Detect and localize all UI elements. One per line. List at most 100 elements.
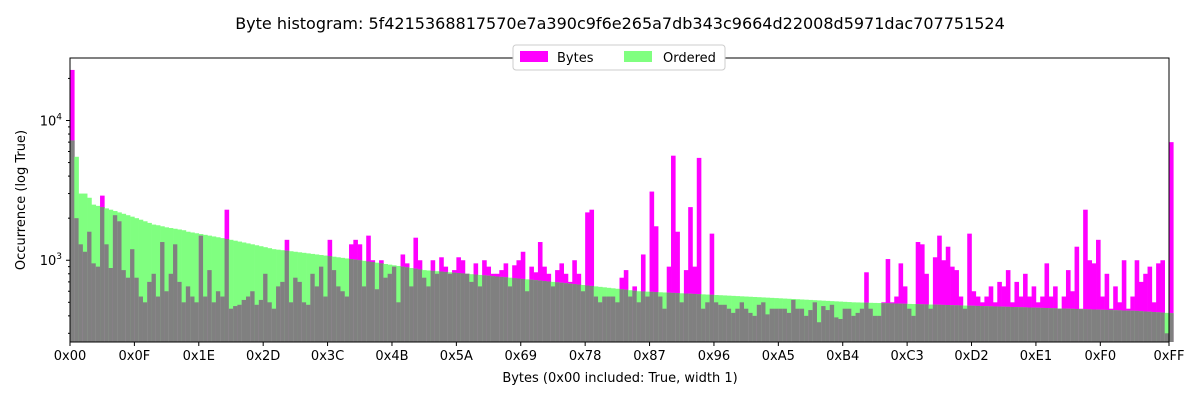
bar-overlap-34 (215, 291, 221, 342)
bar-overlap-76 (396, 302, 401, 342)
bar-overlap-122 (593, 296, 599, 342)
bar-overlap-175 (821, 306, 826, 342)
bar-overlap-130 (628, 296, 633, 342)
bar-overlap-237 (1087, 309, 1093, 342)
bar-overlap-17 (142, 302, 148, 342)
bar-overlap-221 (1018, 307, 1024, 342)
bar-overlap-129 (623, 289, 629, 342)
bar-overlap-3 (82, 251, 88, 342)
bar-overlap-154 (731, 312, 736, 342)
bar-bytes-120 (585, 212, 590, 342)
legend-label-bytes: Bytes (557, 51, 594, 66)
bar-overlap-45 (263, 273, 268, 342)
bar-overlap-141 (675, 293, 680, 342)
bar-overlap-142 (679, 302, 685, 342)
bar-overlap-174 (816, 322, 822, 342)
legend-swatch-ordered (624, 51, 652, 62)
bar-overlap-2 (78, 244, 84, 342)
x-tick-label: 0x1E (183, 349, 215, 364)
bar-ordered-51 (288, 251, 294, 342)
x-tick-label: 0xF0 (1084, 349, 1116, 364)
bar-overlap-81 (417, 269, 423, 342)
bar-ordered-33 (211, 236, 217, 342)
bar-overlap-83 (426, 286, 431, 342)
bar-overlap-125 (606, 296, 612, 342)
bar-bytes-234 (1074, 246, 1080, 342)
bar-overlap-227 (1044, 308, 1050, 342)
bar-overlap-41 (246, 296, 251, 342)
bar-overlap-57 (314, 286, 320, 342)
bar-bytes-227 (1044, 263, 1050, 342)
bar-overlap-6 (95, 266, 101, 342)
bar-overlap-89 (452, 272, 457, 342)
bar-overlap-51 (288, 302, 294, 342)
bar-ordered-47 (271, 249, 277, 342)
bar-overlap-36 (224, 238, 230, 342)
x-tick-label: 0x0F (119, 349, 151, 364)
y-tick-label: 104 (40, 112, 63, 129)
bar-overlap-12 (121, 270, 127, 342)
bar-overlap-92 (464, 273, 470, 342)
bar-overlap-114 (559, 282, 564, 342)
bar-overlap-213 (984, 306, 989, 342)
bar-overlap-215 (992, 306, 998, 342)
bar-overlap-49 (280, 281, 285, 342)
bar-overlap-236 (1083, 309, 1088, 342)
bar-ordered-255 (1164, 312, 1170, 342)
bar-overlap-198 (920, 304, 925, 342)
bar-overlap-99 (495, 276, 500, 342)
bar-ordered-38 (233, 240, 238, 342)
bar-overlap-52 (293, 277, 298, 342)
bar-overlap-126 (610, 296, 616, 342)
bar-overlap-119 (580, 291, 586, 342)
bar-overlap-242 (1108, 310, 1114, 342)
bar-overlap-5 (91, 263, 97, 342)
bar-overlap-225 (1035, 307, 1041, 342)
bar-overlap-239 (1096, 309, 1101, 342)
bar-bytes-248 (1134, 260, 1140, 342)
bar-overlap-132 (636, 302, 642, 342)
bar-overlap-96 (482, 275, 487, 342)
bar-overlap-226 (1040, 307, 1045, 342)
bar-overlap-20 (155, 296, 161, 342)
bar-bytes-253 (1156, 263, 1161, 342)
bar-overlap-16 (138, 296, 144, 342)
bar-overlap-127 (615, 302, 620, 342)
bar-overlap-155 (735, 308, 740, 342)
legend-box (512, 44, 726, 71)
bar-overlap-149 (709, 294, 715, 342)
bar-overlap-121 (589, 285, 595, 342)
bar-bytes-251 (1147, 266, 1153, 342)
bar-bytes-144 (688, 207, 693, 342)
y-axis-ticks: 103 104 (40, 77, 70, 334)
bar-bytes-241 (1104, 273, 1110, 342)
bar-overlap-211 (975, 305, 981, 342)
x-tick-label: 0x2D (246, 349, 280, 364)
bar-overlap-86 (439, 271, 444, 342)
bar-overlap-229 (1053, 308, 1058, 342)
bar-overlap-68 (361, 286, 367, 342)
bar-overlap-228 (1048, 308, 1054, 342)
bar-overlap-209 (967, 305, 972, 342)
bar-overlap-116 (567, 283, 573, 342)
bar-overlap-44 (258, 299, 264, 342)
bar-overlap-106 (525, 291, 530, 342)
x-tick-label: 0x00 (54, 349, 87, 364)
bar-overlap-120 (585, 285, 590, 342)
bar-overlap-248 (1134, 310, 1140, 342)
x-tick-label: 0x96 (698, 349, 731, 364)
bar-overlap-159 (752, 315, 758, 342)
bar-bytes-232 (1065, 270, 1071, 342)
bar-overlap-197 (915, 304, 921, 342)
bar-overlap-67 (357, 260, 363, 342)
bar-overlap-98 (490, 276, 496, 342)
bar-overlap-133 (640, 291, 646, 342)
bar-overlap-222 (1023, 307, 1028, 342)
bar-overlap-224 (1031, 307, 1037, 342)
bar-overlap-88 (447, 273, 453, 342)
bar-bytes-204 (945, 246, 951, 342)
bar-bytes-239 (1096, 239, 1101, 342)
bar-overlap-139 (666, 292, 672, 342)
bar-overlap-177 (829, 304, 835, 342)
bar-overlap-113 (555, 282, 560, 342)
